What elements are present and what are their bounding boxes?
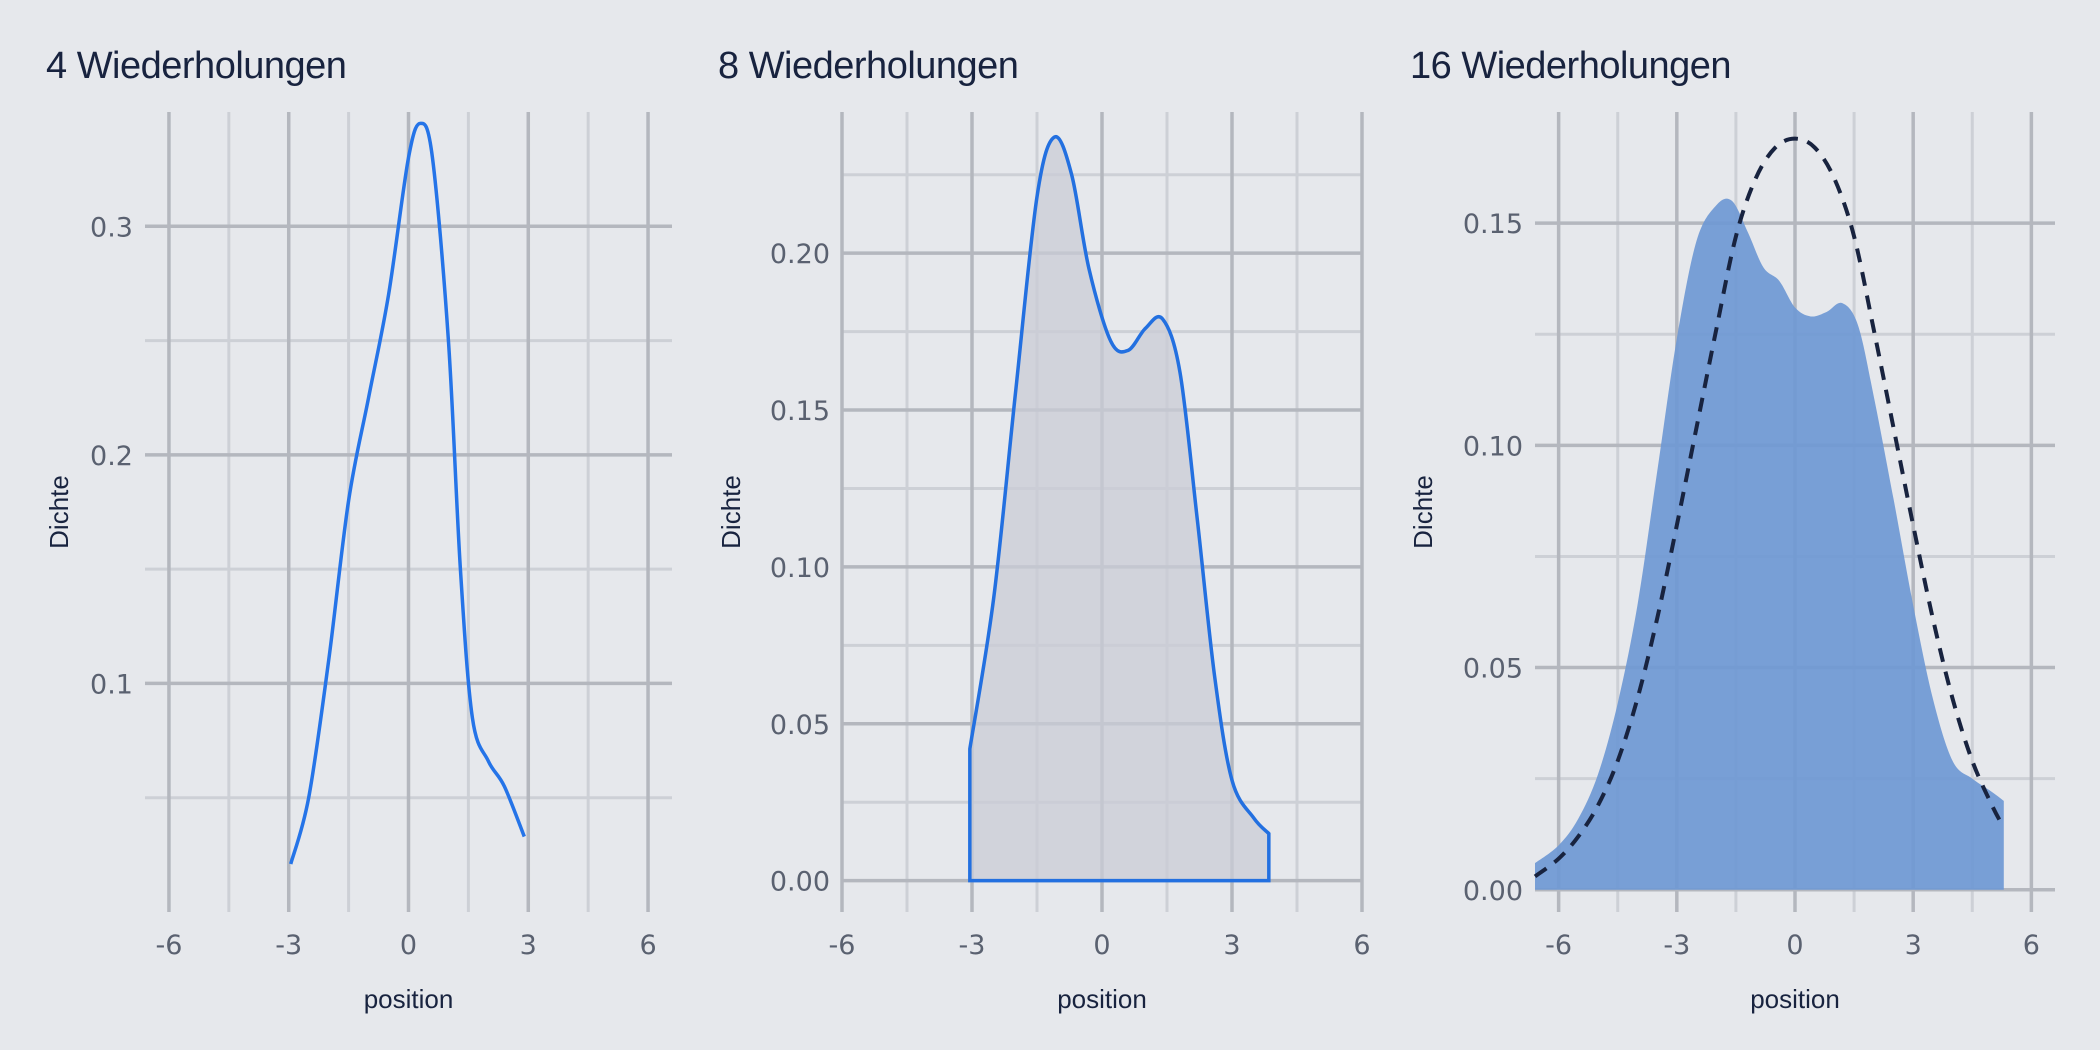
y-tick-label: 0.05 (1463, 654, 1523, 685)
density-area-series-1 (1535, 198, 2004, 890)
x-tick-label: 3 (1223, 930, 1240, 961)
x-tick-label: -3 (275, 930, 302, 961)
y-tick-label: 0.05 (770, 710, 830, 741)
y-axis-title: Dichte (44, 475, 74, 549)
x-tick-label: -6 (829, 930, 856, 961)
panel-title: 16 Wiederholungen (1410, 45, 1731, 87)
x-tick-label: -3 (1663, 930, 1690, 961)
panel-title: 8 Wiederholungen (718, 45, 1018, 87)
density-area-series-1 (968, 135, 1271, 883)
y-tick-label: 0.10 (770, 553, 830, 584)
panel-title: 4 Wiederholungen (46, 45, 346, 87)
y-tick-label: 0.15 (1463, 209, 1523, 240)
y-axis-title: Dichte (716, 475, 746, 549)
x-tick-label: -6 (1545, 930, 1572, 961)
x-axis-title: position (1750, 984, 1840, 1014)
x-axis-title: position (364, 984, 454, 1014)
x-tick-label: 6 (1353, 930, 1370, 961)
x-tick-label: 3 (520, 930, 537, 961)
x-tick-label: 0 (1786, 930, 1803, 961)
density-line-series-1 (289, 121, 526, 865)
y-tick-label: 0.20 (770, 239, 830, 270)
y-tick-label: 0.00 (770, 867, 830, 898)
y-tick-label: 0.15 (770, 396, 830, 427)
y-tick-label: 0.3 (90, 212, 133, 243)
x-axis-title: position (1057, 984, 1147, 1014)
y-tick-label: 0.2 (90, 441, 133, 472)
x-tick-label: 0 (400, 930, 417, 961)
y-axis-title: Dichte (1408, 475, 1438, 549)
x-tick-label: 3 (1905, 930, 1922, 961)
panel-2: 8 Wiederholungen 0.00 0.05 0.10 0.15 0.20 -6 -3… (716, 45, 1371, 1014)
x-tick-label: 6 (639, 930, 656, 961)
y-tick-label: 0.1 (90, 669, 133, 700)
x-tick-label: -6 (155, 930, 182, 961)
x-tick-label: 6 (2023, 930, 2040, 961)
panel-1: 4 Wiederholungen 0.1 0.2 0.3 -6 -3 0 3 6 position… (44, 45, 672, 1014)
panel-3: 16 Wiederholungen 0.00 0.05 0.10 0.15 -6 -3 0 3 6… (1408, 45, 2055, 1014)
x-tick-label: -3 (959, 930, 986, 961)
reference-density-curve (1533, 136, 2006, 879)
y-tick-label: 0.00 (1463, 876, 1523, 907)
x-tick-label: 0 (1093, 930, 1110, 961)
y-tick-label: 0.10 (1463, 431, 1523, 462)
